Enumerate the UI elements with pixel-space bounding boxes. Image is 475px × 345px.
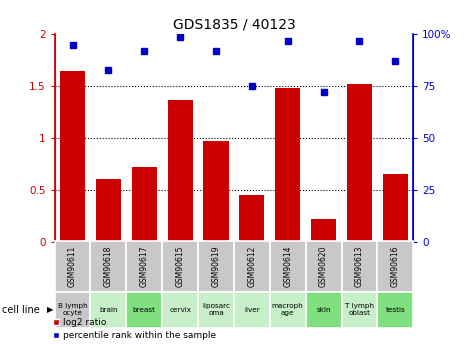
Bar <box>60 71 85 242</box>
Bar <box>162 292 198 328</box>
Text: GSM90619: GSM90619 <box>211 246 220 287</box>
Text: cell line: cell line <box>2 305 40 315</box>
Bar <box>132 167 157 242</box>
Bar <box>270 292 306 328</box>
Bar <box>378 292 413 328</box>
Bar <box>126 241 162 292</box>
Bar <box>306 292 342 328</box>
Text: GSM90613: GSM90613 <box>355 246 364 287</box>
Text: GSM90617: GSM90617 <box>140 246 149 287</box>
Text: liver: liver <box>244 307 260 313</box>
Text: GSM90615: GSM90615 <box>176 246 185 287</box>
Text: GSM90611: GSM90611 <box>68 246 77 287</box>
Bar <box>162 241 198 292</box>
Text: cervix: cervix <box>169 307 191 313</box>
Bar <box>275 88 300 242</box>
Bar <box>383 174 408 241</box>
Text: testis: testis <box>385 307 405 313</box>
Bar <box>342 292 378 328</box>
Bar <box>306 241 342 292</box>
Bar <box>311 219 336 241</box>
Bar <box>270 241 306 292</box>
Text: liposarc
oma: liposarc oma <box>202 303 230 316</box>
Title: GDS1835 / 40123: GDS1835 / 40123 <box>172 18 295 32</box>
Text: GSM90612: GSM90612 <box>247 246 257 287</box>
Text: GSM90614: GSM90614 <box>283 246 292 287</box>
Bar <box>55 292 91 328</box>
Text: skin: skin <box>316 307 331 313</box>
Text: macroph
age: macroph age <box>272 303 304 316</box>
Text: GSM90620: GSM90620 <box>319 246 328 287</box>
Bar <box>96 179 121 242</box>
Bar <box>198 241 234 292</box>
Bar <box>347 84 372 242</box>
Text: ▶: ▶ <box>47 305 53 314</box>
Text: breast: breast <box>133 307 156 313</box>
Bar <box>234 241 270 292</box>
Bar <box>198 292 234 328</box>
Bar <box>239 195 265 242</box>
Bar <box>378 241 413 292</box>
Bar <box>55 241 91 292</box>
Bar <box>234 292 270 328</box>
Bar <box>126 292 162 328</box>
Bar <box>91 241 126 292</box>
Text: B lymph
ocyte: B lymph ocyte <box>58 303 87 316</box>
Bar <box>203 141 228 242</box>
Text: GSM90618: GSM90618 <box>104 246 113 287</box>
Bar <box>342 241 378 292</box>
Bar <box>168 100 193 242</box>
Text: T lymph
oblast: T lymph oblast <box>345 303 374 316</box>
Legend: log2 ratio, percentile rank within the sample: log2 ratio, percentile rank within the s… <box>52 318 216 341</box>
Text: GSM90616: GSM90616 <box>391 246 400 287</box>
Bar <box>91 292 126 328</box>
Text: brain: brain <box>99 307 118 313</box>
